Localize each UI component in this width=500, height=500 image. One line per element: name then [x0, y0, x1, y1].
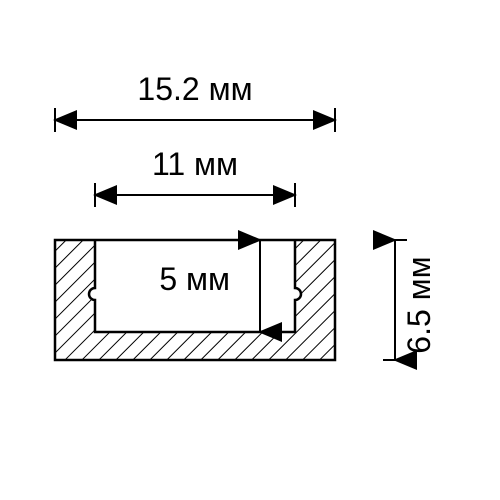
dim-inner-width-label: 11 мм	[152, 146, 238, 182]
dim-outer-width-label: 15.2 мм	[137, 71, 252, 107]
dim-outer-height-label: 6.5 мм	[401, 256, 437, 353]
dim-outer-height: 6.5 мм	[383, 240, 437, 360]
dim-inner-width: 11 мм	[95, 146, 295, 207]
dim-inner-depth-label: 5 мм	[159, 261, 230, 297]
profile-shape	[55, 240, 335, 360]
dim-inner-depth: 5 мм	[159, 240, 272, 332]
dim-outer-width: 15.2 мм	[55, 71, 335, 132]
cross-section-diagram: 15.2 мм 11 мм 5 мм 6.5 мм	[0, 0, 500, 500]
